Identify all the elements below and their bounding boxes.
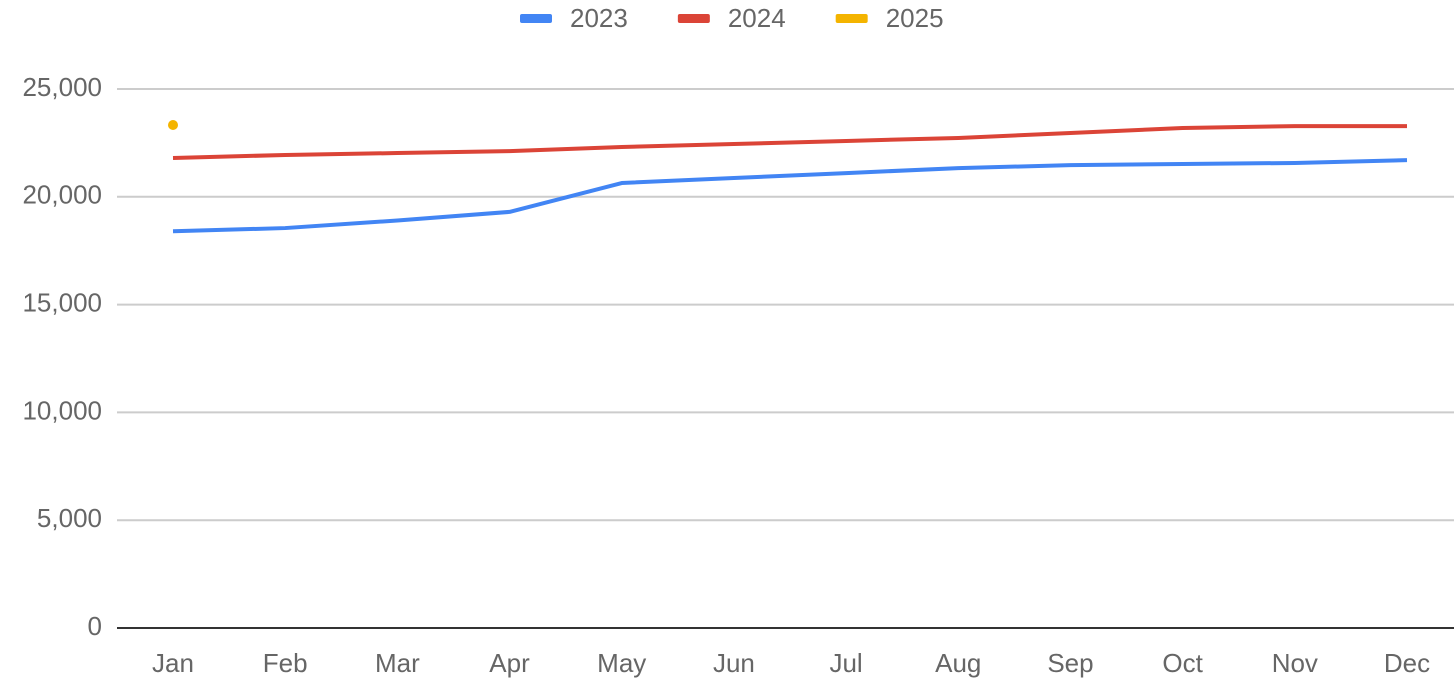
legend-swatch [677,14,710,23]
x-tick-label: Nov [1272,648,1318,678]
x-tick-label: Apr [489,648,530,678]
y-tick-label: 25,000 [22,72,102,102]
y-tick-label: 20,000 [22,180,102,210]
legend-swatch [835,14,868,23]
data-point [168,120,178,131]
y-tick-label: 15,000 [22,287,102,317]
x-tick-label: May [597,648,646,678]
x-tick-label: Jul [829,648,862,678]
x-tick-label: Dec [1384,648,1430,678]
legend-label: 2025 [886,3,944,33]
series-line [172,124,1407,160]
x-tick-label: Jun [713,648,755,678]
legend-label: 2024 [728,3,786,33]
x-tick-label: Mar [375,648,420,678]
legend-swatch [520,14,552,23]
x-tick-label: Oct [1162,648,1203,678]
x-tick-label: Feb [263,648,308,678]
x-tick-label: Aug [935,648,981,678]
y-tick-label: 0 [88,611,102,641]
series-line [172,158,1408,234]
y-tick-label: 10,000 [22,395,102,425]
x-tick-label: Sep [1047,648,1093,678]
legend-label: 2023 [570,3,628,33]
x-tick-label: Jan [152,648,194,678]
y-tick-label: 5,000 [37,503,102,533]
